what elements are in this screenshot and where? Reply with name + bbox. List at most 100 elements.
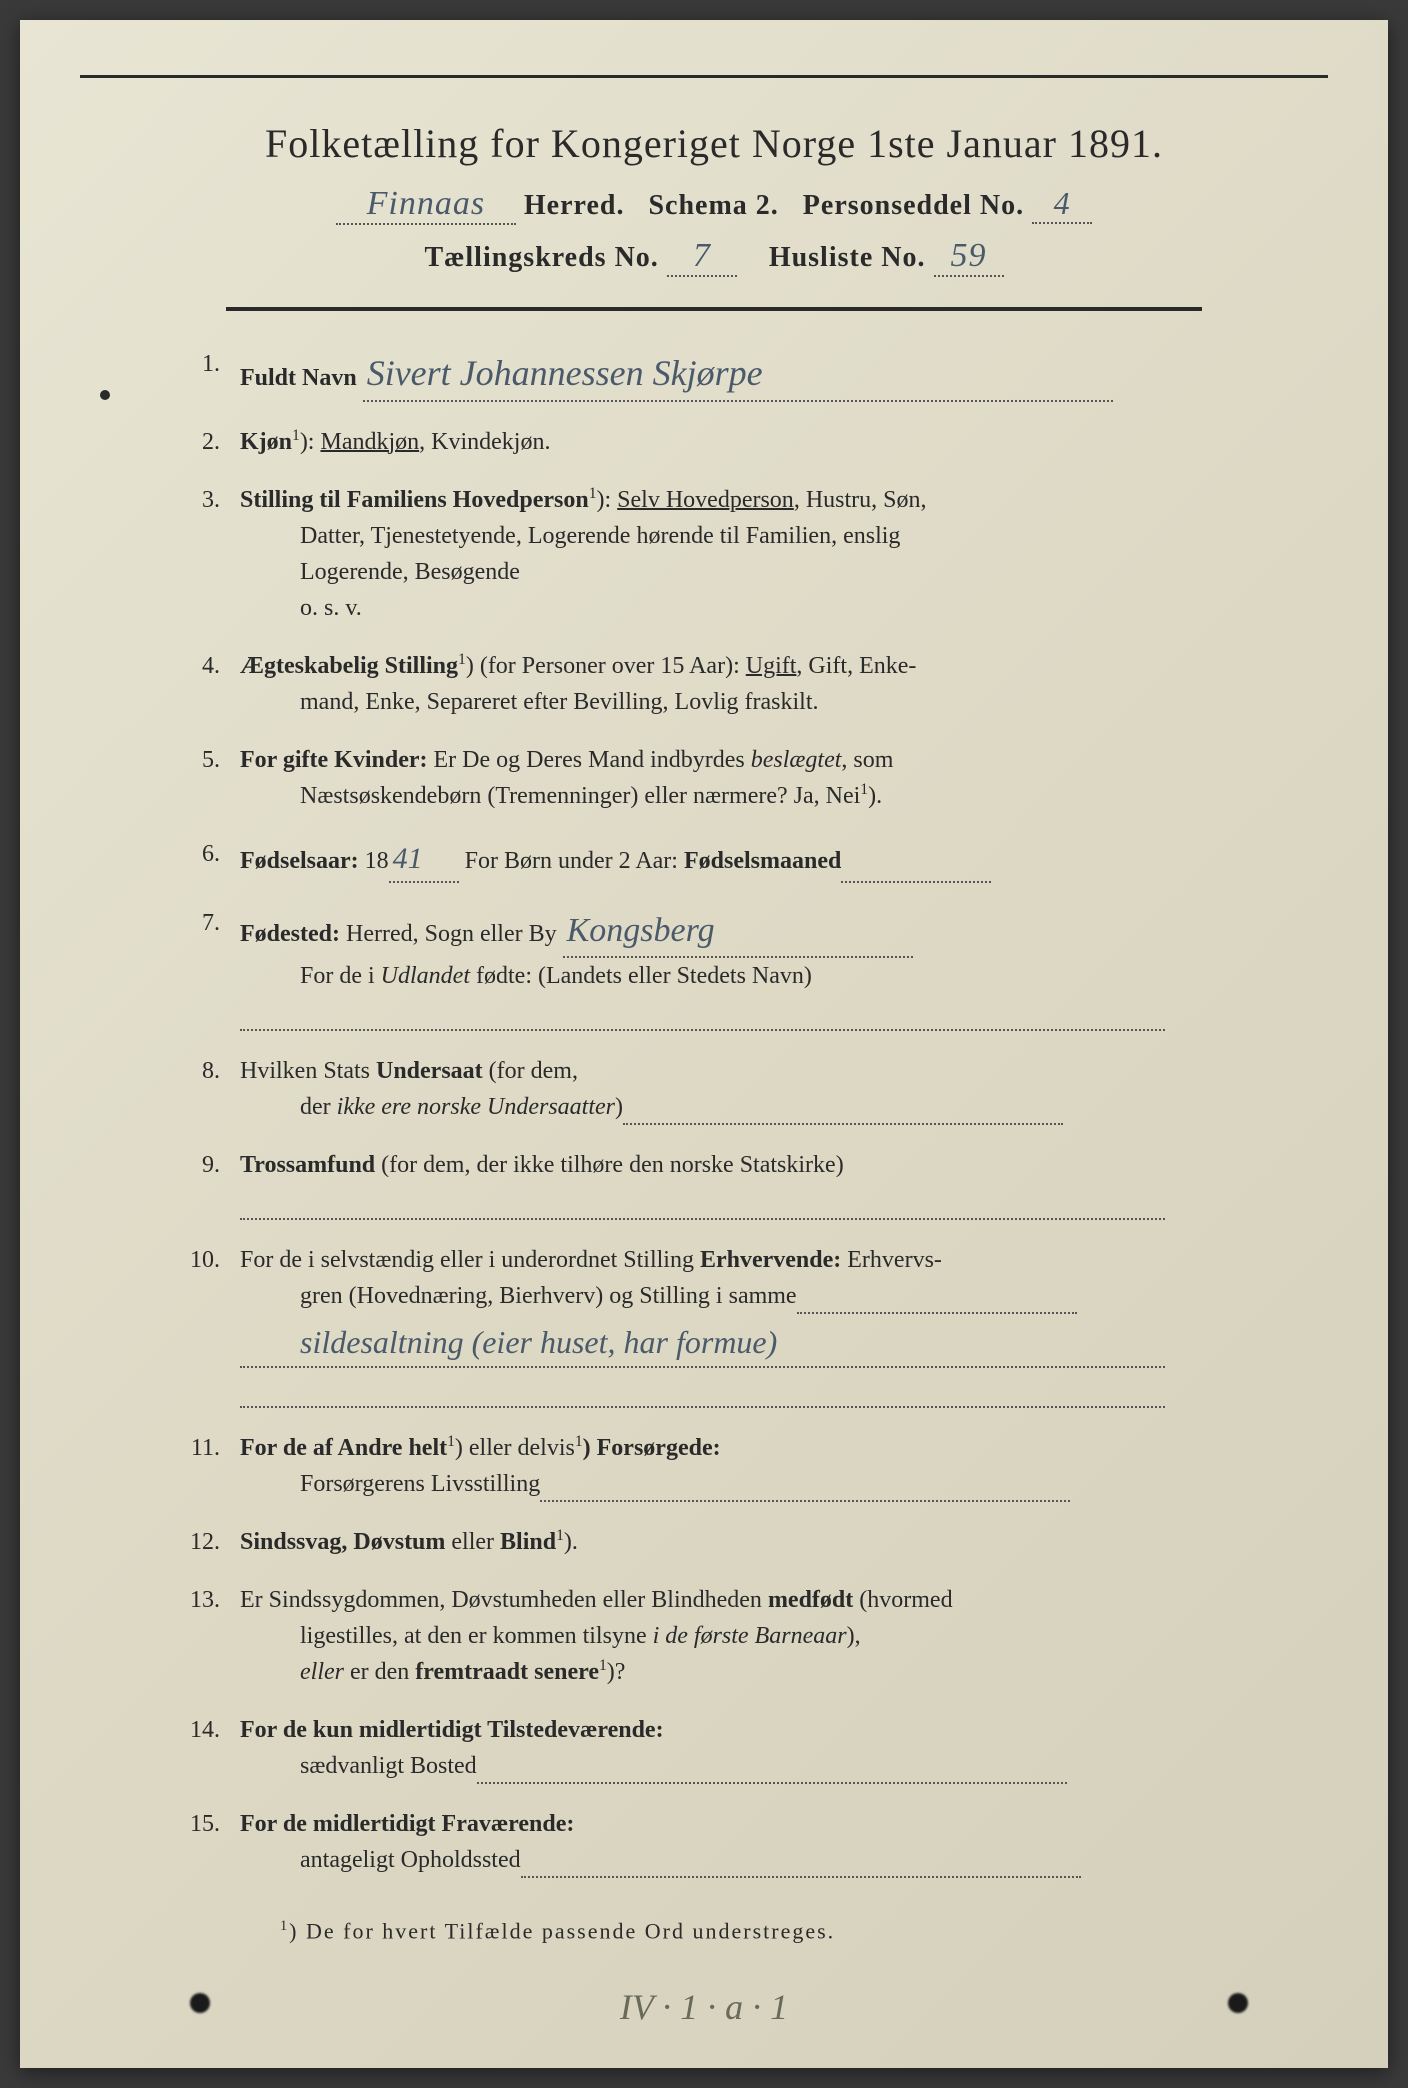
item-8: 8. Hvilken Stats Undersaat (for dem, der… [180,1053,1268,1125]
bottom-mark: IV · 1 · a · 1 [620,1986,788,2028]
blank-line-7 [240,1002,1165,1031]
txt11m: ) eller delvis [455,1435,575,1461]
line13-3: eller er den fremtraadt senere1)? [240,1654,1268,1690]
label-kjon: Kjøn [240,429,292,455]
label-aegteskab: Ægteskabelig Stilling [240,653,458,679]
txt8b: (for dem, [483,1058,578,1084]
item-content: For de midlertidigt Fraværende: antageli… [240,1806,1268,1878]
footnote: 1) De for hvert Tilfælde passende Ord un… [160,1918,1268,1944]
sup: 1 [575,1433,583,1450]
label-fodested: Fødested: [240,921,340,947]
blank-14 [477,1756,1067,1785]
occupation-hw: sildesaltning (eier huset, har formue) [240,1318,1165,1368]
beslaegtet: beslægtet [751,747,842,773]
item-1: 1. Fuldt Navn Sivert Johannessen Skjørpe [180,346,1268,402]
selv-hovedperson: Selv Hovedperson [617,487,794,513]
item-num: 8. [180,1053,240,1089]
item-content: Er Sindssygdommen, Døvstumheden eller Bl… [240,1582,1268,1690]
item-11: 11. For de af Andre helt1) eller delvis1… [180,1430,1268,1502]
name-handwritten: Sivert Johannessen Skjørpe [363,346,1113,402]
item-9: 9. Trossamfund (for dem, der ikke tilhør… [180,1147,1268,1220]
form-body: 1. Fuldt Navn Sivert Johannessen Skjørpe… [160,346,1268,1878]
txt7a: Herred, Sogn eller By [340,921,557,947]
punch-dot [100,390,110,400]
line13-2: ligestilles, at den er kommen tilsyne i … [240,1618,1268,1654]
item-10: 10. For de i selvstændig eller i underor… [180,1242,1268,1409]
birth-year-hw: 41 [389,836,459,883]
kreds-no: 7 [667,237,737,277]
item-num: 9. [180,1147,240,1183]
item-2: 2. Kjøn1): Mandkjøn, Kvindekjøn. [180,424,1268,460]
label-fodselsaar: Fødselsaar: [240,848,359,874]
label-stilling: Stilling til Familiens Hovedperson [240,487,589,513]
year-prefix: 18 [359,848,389,874]
sup: 1 [458,651,466,668]
line10-2: gren (Hovednæring, Bierhverv) og Stillin… [240,1278,1268,1314]
item-num: 15. [180,1806,240,1842]
line8-2: der ikke ere norske Undersaatter) [240,1089,1268,1125]
txt9: (for dem, der ikke tilhøre den norske St… [375,1152,844,1178]
txt13b: (hvormed [853,1587,952,1613]
label-sindssvag: Sindssvag, Døvstum [240,1529,445,1555]
txt5d: ). [868,783,882,809]
blank-maaned [841,854,991,883]
item-num: 14. [180,1712,240,1748]
blank-15 [521,1850,1081,1879]
txt10c: gren (Hovednæring, Bierhverv) og Stillin… [300,1283,797,1309]
item-14: 14. For de kun midlertidigt Tilstedevære… [180,1712,1268,1784]
item-num: 13. [180,1582,240,1618]
line14-2: sædvanligt Bosted [240,1748,1268,1784]
blank-10b [240,1380,1165,1409]
item-4: 4. Ægteskabelig Stilling1) (for Personer… [180,648,1268,720]
sup: 1 [589,485,597,502]
label-fuldt-navn: Fuldt Navn [240,365,357,391]
txt10a: For de i selvstændig eller i underordnet… [240,1247,700,1273]
label-undersaat: Undersaat [376,1058,483,1084]
udlandet: Udlandet [381,963,470,989]
sup: 1 [447,1433,455,1450]
herred-handwritten: Finnaas [336,185,516,225]
sub-line-1: Finnaas Herred. Schema 2. Personseddel N… [160,185,1268,225]
footnote-sup: 1 [280,1918,289,1934]
item-content: Stilling til Familiens Hovedperson1): Se… [240,482,1268,626]
ink-blot-left [190,1993,210,2013]
item-7: 7. Fødested: Herred, Sogn eller By Kongs… [180,905,1268,1031]
txt10b: Erhvervs- [841,1247,942,1273]
item-content: Trossamfund (for dem, der ikke tilhøre d… [240,1147,1268,1220]
header-divider [226,307,1201,311]
header-block: Folketælling for Kongeriget Norge 1ste J… [160,120,1268,277]
sup: 1 [860,781,868,798]
main-title: Folketælling for Kongeriget Norge 1ste J… [160,120,1268,167]
txt6b: For Børn under 2 Aar: [459,848,684,874]
txt8a: Hvilken Stats [240,1058,376,1084]
item-num: 2. [180,424,240,460]
ikke-norske: ikke ere norske Undersaatter [337,1094,615,1120]
item-5: 5. For gifte Kvinder: Er De og Deres Man… [180,742,1268,814]
txt8c: der [300,1094,337,1120]
mandkjon-underlined: Mandkjøn [320,429,419,455]
opts3d: o. s. v. [240,590,1268,626]
label-for-andre: For de af Andre helt [240,1435,447,1461]
item-num: 12. [180,1524,240,1560]
personseddel-no: 4 [1032,185,1092,224]
txt11b: Forsørgerens Livsstilling [300,1471,540,1497]
txt12b: ). [564,1529,578,1555]
item-num: 4. [180,648,240,684]
kreds-label: Tællingskreds No. [424,242,658,273]
label-trossamfund: Trossamfund [240,1152,375,1178]
label-medfodt: medfødt [768,1587,853,1613]
item-content: Fødselsaar: 1841 For Børn under 2 Aar: F… [240,836,1268,883]
txt5a: Er De og Deres Mand indbyrdes [428,747,751,773]
personseddel-label: Personseddel No. [803,190,1024,221]
txt14: sædvanligt Bosted [300,1753,477,1779]
husliste-label: Husliste No. [769,242,926,273]
txt13c: ligestilles, at den er kommen tilsyne [300,1623,653,1649]
line11-2: Forsørgerens Livsstilling [240,1466,1268,1502]
sub-line-2: Tællingskreds No. 7 Husliste No. 59 [160,237,1268,277]
item-12: 12. Sindssvag, Døvstum eller Blind1). [180,1524,1268,1560]
footnote-text: ) De for hvert Tilfælde passende Ord und… [289,1919,835,1944]
opts3c: Logerende, Besøgende [240,554,1268,590]
txt13f: )? [607,1659,626,1685]
label-forsorgede: ) Forsørgede: [583,1435,721,1461]
txt8d: ) [615,1094,623,1120]
